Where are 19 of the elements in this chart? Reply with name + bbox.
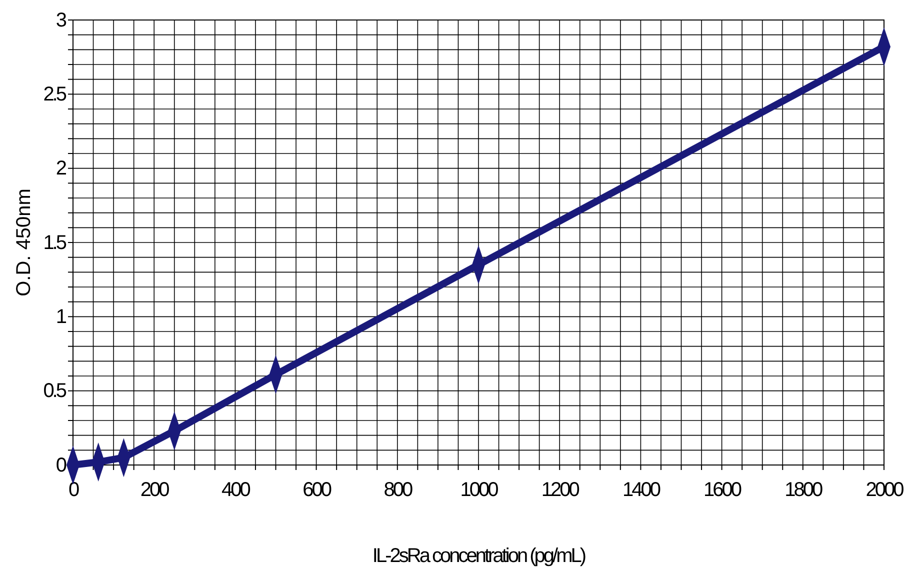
y-tick-label: 3 bbox=[56, 9, 67, 32]
x-tick-label: 600 bbox=[302, 479, 332, 502]
x-tick-label: 2000 bbox=[866, 479, 904, 502]
y-tick-label: 1.5 bbox=[43, 232, 67, 254]
x-tick-label: 1000 bbox=[460, 479, 499, 502]
y-axis-title: O.D. 450nm bbox=[13, 188, 35, 296]
y-tick-label: 2.5 bbox=[43, 84, 67, 106]
x-axis-title: IL-2sRa concentration (pg/mL) bbox=[372, 545, 586, 567]
x-tick-label: 1400 bbox=[622, 479, 661, 502]
x-tick-label: 1800 bbox=[784, 479, 824, 502]
y-tick-label: 0.5 bbox=[43, 380, 67, 402]
y-tick-label: 2 bbox=[56, 158, 67, 180]
x-tick-label: 800 bbox=[384, 479, 413, 502]
y-tick-label: 0 bbox=[56, 454, 67, 476]
x-tick-label: 200 bbox=[140, 479, 170, 502]
y-tick-label: 1 bbox=[56, 306, 67, 328]
x-tick-label: 400 bbox=[222, 479, 251, 502]
x-tick-label: 1600 bbox=[704, 479, 742, 502]
x-tick-label: 1200 bbox=[541, 479, 580, 502]
